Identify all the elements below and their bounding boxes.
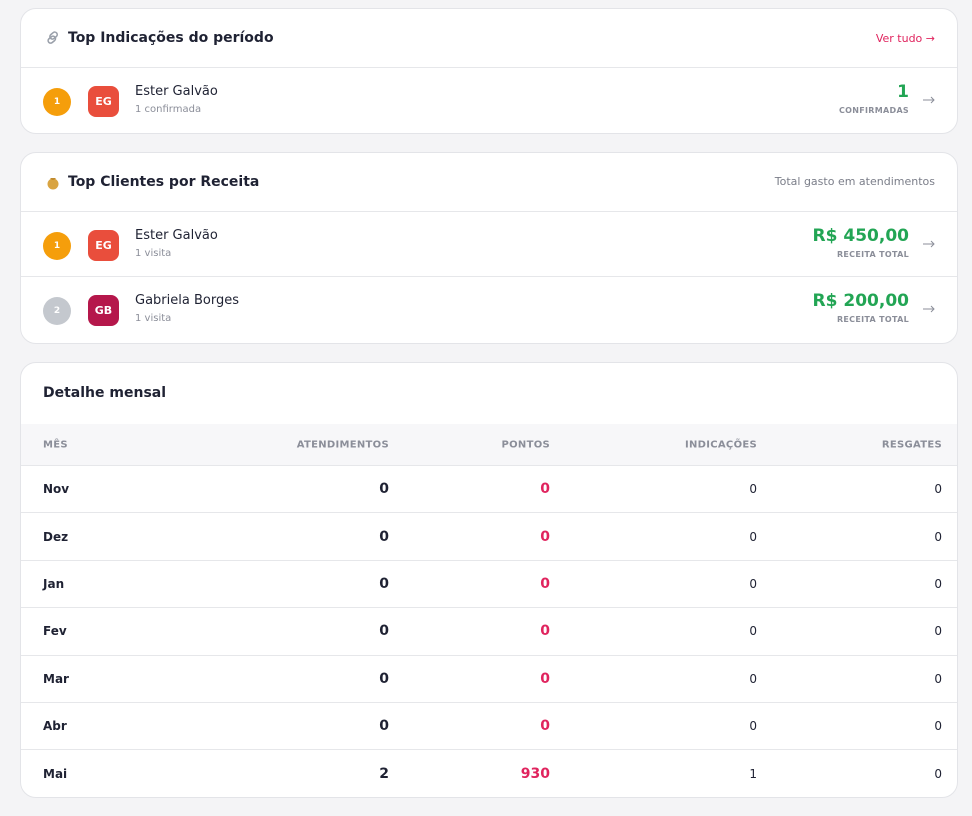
client-name: Ester Galvão <box>135 228 218 243</box>
table-cell: 0 <box>934 482 942 497</box>
table-cell: Jan <box>43 576 65 591</box>
table-row: Jan 0 0 0 0 <box>21 561 957 609</box>
avatar: EG <box>88 86 119 117</box>
table-cell: 0 <box>934 767 942 782</box>
table-cell: 0 <box>934 576 942 591</box>
card-header: Top Clientes por Receita Total gasto em … <box>21 153 957 212</box>
column-header: PONTOS <box>501 439 550 450</box>
card-title: Detalhe mensal <box>43 385 167 401</box>
top-clientes-card: Top Clientes por Receita Total gasto em … <box>20 152 958 344</box>
table-cell: 0 <box>540 481 550 498</box>
table-row: Dez 0 0 0 0 <box>21 513 957 561</box>
money-bag-icon <box>47 178 59 190</box>
table-cell: 0 <box>379 528 389 545</box>
card-header: Top Indicações do período Ver tudo → <box>21 9 957 68</box>
table-cell: 0 <box>749 529 757 544</box>
client-detail: 1 visita <box>135 313 172 324</box>
card-title: Top Clientes por Receita <box>68 174 260 190</box>
table-cell: 0 <box>934 719 942 734</box>
avatar: GB <box>88 295 119 326</box>
table-cell: 0 <box>540 575 550 592</box>
client-detail: 1 visita <box>135 248 172 259</box>
table-cell: 0 <box>934 671 942 686</box>
card-header: Detalhe mensal <box>21 363 957 424</box>
list-row[interactable]: 2 GB Gabriela Borges 1 visita R$ 200,00 RECEI… <box>21 277 957 342</box>
metric-value: 1 <box>897 82 909 102</box>
table-cell: 0 <box>749 576 757 591</box>
table-cell: 0 <box>749 719 757 734</box>
rank-badge: 1 <box>43 232 71 260</box>
table-cell: 0 <box>540 623 550 640</box>
table-cell: Fev <box>43 624 67 639</box>
column-header: INDICAÇÕES <box>684 439 757 450</box>
column-header: ATENDIMENTOS <box>296 439 389 450</box>
metric-value: R$ 450,00 <box>812 226 909 246</box>
avatar: EG <box>88 230 119 261</box>
table-cell: 0 <box>379 670 389 687</box>
table-cell: 0 <box>379 575 389 592</box>
list-row[interactable]: 1 EG Ester Galvão 1 visita R$ 450,00 RECEITA … <box>21 212 957 277</box>
column-header: MÊS <box>43 439 68 450</box>
metric-label: RECEITA TOTAL <box>836 315 909 324</box>
top-indicacoes-card: Top Indicações do período Ver tudo → 1 EG… <box>20 8 958 134</box>
client-detail: 1 confirmada <box>135 104 202 115</box>
table-cell: Nov <box>43 482 70 497</box>
column-header: RESGATES <box>881 439 942 450</box>
metric-label: RECEITA TOTAL <box>836 250 909 259</box>
table-row: Mar 0 0 0 0 <box>21 656 957 703</box>
table-cell: 0 <box>379 481 389 498</box>
table-cell: 0 <box>749 671 757 686</box>
table-row: Nov 0 0 0 0 <box>21 466 957 514</box>
card-title: Top Indicações do período <box>68 30 274 46</box>
card-note: Total gasto em atendimentos <box>774 175 935 188</box>
monthly-table: MÊS ATENDIMENTOS PONTOS INDICAÇÕES RESGATES N… <box>21 424 957 797</box>
table-cell: 0 <box>540 528 550 545</box>
table-cell: Dez <box>43 529 69 544</box>
table-cell: 0 <box>934 624 942 639</box>
table-cell: 0 <box>749 624 757 639</box>
table-cell: 0 <box>379 718 389 735</box>
table-cell: Mar <box>43 671 69 686</box>
client-name: Gabriela Borges <box>135 293 239 308</box>
table-row: Fev 0 0 0 0 <box>21 608 957 656</box>
rank-badge: 2 <box>43 297 71 325</box>
table-cell: 0 <box>540 718 550 735</box>
table-cell: 1 <box>749 767 757 782</box>
see-all-link[interactable]: Ver tudo → <box>875 32 935 45</box>
row-arrow <box>923 305 935 313</box>
metric-label: CONFIRMADAS <box>838 106 909 115</box>
table-header: MÊS ATENDIMENTOS PONTOS INDICAÇÕES RESGATES <box>21 424 957 466</box>
client-name: Ester Galvão <box>135 84 218 99</box>
table-row: Mai 2 930 1 0 <box>21 750 957 797</box>
rank-badge: 1 <box>43 88 71 116</box>
row-arrow <box>923 240 935 248</box>
table-cell: Abr <box>43 719 67 734</box>
table-cell: 0 <box>379 623 389 640</box>
table-cell: 930 <box>520 766 550 783</box>
table-row: Abr 0 0 0 0 <box>21 703 957 751</box>
link-icon <box>47 31 59 44</box>
table-cell: 2 <box>379 766 389 783</box>
row-arrow <box>923 96 935 104</box>
table-cell: 0 <box>934 529 942 544</box>
table-cell: Mai <box>43 767 68 782</box>
table-cell: 0 <box>749 482 757 497</box>
table-cell: 0 <box>540 670 550 687</box>
detalhe-mensal-card: Detalhe mensal MÊS ATENDIMENTOS PONTOS INDI… <box>20 362 958 798</box>
metric-value: R$ 200,00 <box>812 291 909 311</box>
list-row[interactable]: 1 EG Ester Galvão 1 confirmada 1 CONFIRMADAS <box>21 68 957 133</box>
